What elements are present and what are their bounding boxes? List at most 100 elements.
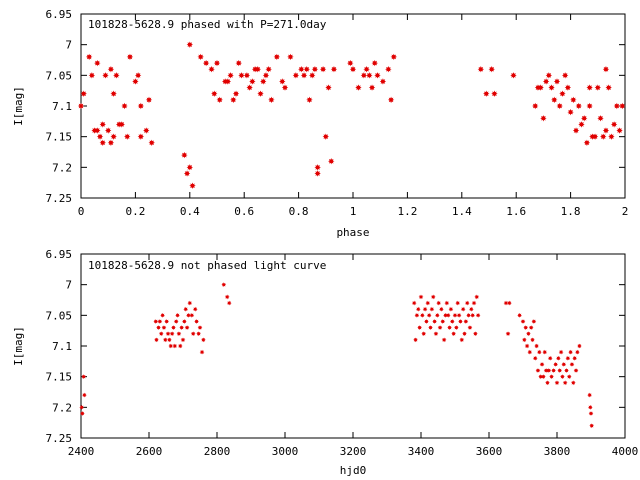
data-point	[143, 127, 150, 134]
data-point	[199, 349, 205, 355]
data-point	[566, 374, 572, 380]
data-point	[477, 66, 485, 73]
data-point	[539, 362, 545, 367]
x-tick-label: 3800	[544, 445, 571, 458]
data-point	[179, 325, 185, 330]
data-point	[517, 312, 522, 318]
data-point	[538, 374, 544, 380]
data-point	[540, 115, 547, 122]
data-point	[545, 72, 553, 79]
data-point	[619, 102, 626, 110]
data-point	[309, 72, 316, 79]
data-point	[153, 319, 159, 324]
x-tick-label: 0	[78, 205, 85, 218]
data-point	[213, 59, 221, 67]
data-point	[424, 319, 429, 324]
data-point	[549, 374, 554, 380]
plot-frame	[80, 253, 626, 439]
x-tick-label: 2800	[204, 445, 231, 458]
data-point	[162, 337, 168, 343]
data-point	[224, 294, 230, 300]
data-point	[161, 325, 167, 330]
data-point	[554, 380, 560, 386]
data-point	[521, 337, 527, 343]
x-tick-label: 2400	[68, 445, 95, 458]
y-tick-label: 6.95	[46, 8, 73, 21]
data-point	[459, 337, 465, 343]
data-point	[189, 182, 196, 189]
data-point	[300, 72, 308, 79]
x-tick-label: 4000	[612, 445, 639, 458]
x-tick-label: 1	[350, 205, 357, 218]
data-point	[613, 102, 621, 110]
data-point	[451, 331, 457, 337]
data-point	[526, 331, 531, 337]
data-point	[157, 319, 163, 324]
data-point	[82, 392, 87, 398]
data-point	[121, 102, 128, 110]
data-point	[172, 343, 178, 349]
data-point	[262, 72, 270, 79]
data-point	[426, 312, 432, 318]
data-point	[322, 133, 329, 140]
data-point	[610, 121, 618, 128]
data-point	[559, 90, 566, 97]
data-point	[110, 90, 117, 97]
data-point	[265, 66, 272, 73]
data-point	[441, 337, 447, 343]
data-point	[211, 90, 218, 97]
data-point	[145, 96, 153, 104]
data-point	[444, 300, 450, 306]
data-point	[227, 72, 234, 79]
data-point	[473, 331, 478, 337]
data-point	[189, 312, 195, 318]
data-point	[243, 72, 251, 79]
data-point	[551, 368, 556, 373]
x-tick-label: 2	[622, 205, 629, 218]
data-point	[96, 133, 104, 140]
data-point	[216, 96, 223, 104]
data-point	[385, 66, 392, 73]
data-point	[281, 84, 289, 91]
data-point	[160, 312, 165, 318]
data-point	[202, 59, 210, 67]
data-point	[235, 59, 242, 67]
data-point	[186, 312, 191, 318]
data-point	[102, 72, 109, 79]
data-point	[411, 300, 417, 306]
data-point	[523, 325, 529, 330]
data-point	[602, 66, 610, 73]
data-point	[532, 102, 539, 110]
data-point	[466, 312, 471, 318]
x-tick-label: 3000	[272, 445, 299, 458]
data-point	[186, 41, 193, 48]
y-tick-label: 7.25	[46, 192, 73, 205]
data-point	[192, 306, 198, 312]
data-point	[468, 306, 474, 312]
data-point	[132, 78, 139, 85]
data-point	[439, 306, 444, 312]
data-point	[421, 331, 427, 337]
data-point	[171, 325, 176, 330]
data-point	[287, 53, 294, 61]
data-point	[597, 115, 604, 122]
data-point	[181, 151, 188, 159]
data-point	[589, 423, 595, 429]
data-point	[94, 59, 101, 67]
data-point	[551, 96, 558, 104]
data-point	[99, 139, 106, 146]
data-point	[298, 66, 305, 73]
data-point	[583, 139, 591, 146]
data-point	[462, 331, 467, 337]
data-point	[107, 66, 115, 73]
data-point	[437, 325, 443, 330]
x-axis-label: hjd0	[340, 464, 367, 477]
data-point	[360, 72, 368, 79]
x-tick-label: 3400	[408, 445, 435, 458]
data-point	[616, 127, 623, 134]
data-point	[88, 72, 96, 79]
data-point	[355, 84, 362, 91]
data-point	[414, 312, 420, 318]
x-tick-label: 3200	[340, 445, 367, 458]
data-point	[567, 108, 574, 116]
